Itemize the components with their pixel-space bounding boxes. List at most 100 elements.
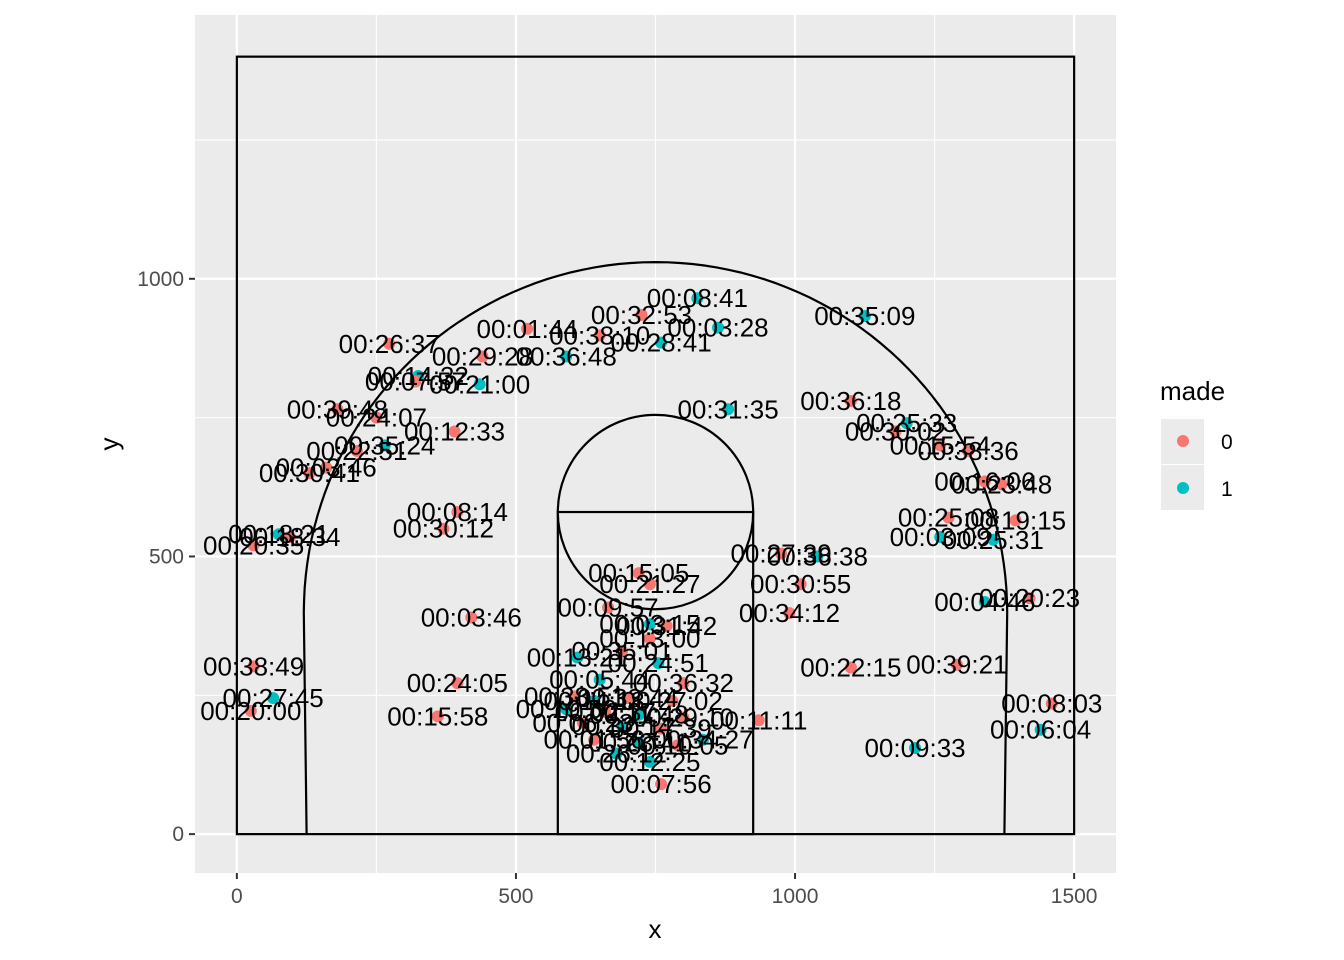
shot-point <box>576 717 589 730</box>
shot-label: 00:34:12 <box>739 598 840 628</box>
legend-label-0: 0 <box>1221 431 1233 454</box>
shot-label: 00:36:18 <box>800 386 901 416</box>
shot-label: 00:05:44 <box>549 665 650 695</box>
shot-label: 00:38:49 <box>203 651 304 681</box>
shot-point <box>283 531 296 544</box>
shot-point <box>588 733 601 746</box>
shot-label: 00:12:33 <box>404 417 505 447</box>
shot-label: 00:01:44 <box>477 314 578 344</box>
x-axis: 0 500 1000 1500 <box>231 873 1097 908</box>
x-tick-label: 500 <box>498 885 533 908</box>
shot-label: 00:09:33 <box>864 733 965 763</box>
shot-point <box>677 711 690 724</box>
shot-point <box>465 611 478 624</box>
shot-label: 00:29:10 <box>633 703 734 733</box>
shot-point <box>593 329 606 342</box>
shot-label: 00:14:18 <box>543 686 644 716</box>
shot-point <box>560 703 573 716</box>
shot-point <box>635 308 648 321</box>
shot-label: 00:30:02 <box>845 417 946 447</box>
shot-label: 00:02:37 <box>555 697 656 727</box>
shot-label: 00:23:48 <box>951 469 1052 499</box>
shot-point <box>602 601 615 614</box>
y-axis-title: y <box>94 438 124 451</box>
shot-label: 00:27:39 <box>730 539 831 569</box>
shot-point <box>962 444 975 457</box>
shot-label: 00:29:28 <box>432 342 533 372</box>
shot-label: 00:22:51 <box>306 436 407 466</box>
shot-point <box>677 677 690 690</box>
shot-label: 00:21:00 <box>429 369 530 399</box>
shot-point <box>476 350 489 363</box>
shot-point <box>752 714 765 727</box>
y-tick-label: 500 <box>149 545 184 568</box>
shot-point <box>643 755 656 768</box>
shot-point <box>712 321 725 334</box>
shot-point <box>696 733 709 746</box>
shot-point <box>1023 592 1036 605</box>
shot-point <box>844 661 857 674</box>
shot-point <box>978 595 991 608</box>
shot-label: 00:39:21 <box>906 650 1007 680</box>
shot-point <box>437 522 450 535</box>
shot-point <box>303 467 316 480</box>
shot-label: 00:38:36 <box>917 436 1018 466</box>
court-lines <box>235 55 1076 836</box>
shot-label: 00:26:37 <box>339 329 440 359</box>
shot-label: 00:24:51 <box>608 648 709 678</box>
shot-label: 00:27:02 <box>622 686 723 716</box>
x-axis-title: x <box>649 914 662 944</box>
shot-point <box>331 403 344 416</box>
shot-point <box>1045 697 1058 710</box>
shot-point <box>431 710 444 723</box>
shot-label: 00:09:57 <box>557 593 658 623</box>
shot-label: 00:13:00 <box>599 624 700 654</box>
shot-label: 00:18:34 <box>239 522 340 552</box>
shot-label: 00:23:41 <box>588 727 689 757</box>
shot-point <box>775 547 788 560</box>
shot-point <box>521 322 534 335</box>
shot-label: 00:08:03 <box>1001 689 1102 719</box>
shot-point <box>889 425 902 438</box>
y-tick-label: 1000 <box>137 268 184 291</box>
free-throw-lane <box>556 510 755 836</box>
shot-point <box>610 747 623 760</box>
shot-point <box>267 692 280 705</box>
shot-point <box>858 309 871 322</box>
shot-label: 00:11:48 <box>589 700 688 730</box>
x-tick-label: 1000 <box>772 885 819 908</box>
shot-point <box>691 292 704 305</box>
shot-point <box>599 705 612 718</box>
shot-label: 00:14:32 <box>368 361 469 391</box>
shot-label: 00:19:15 <box>965 505 1066 535</box>
shot-label: 00:28:41 <box>610 328 711 358</box>
x-tick-label: 1500 <box>1051 885 1098 908</box>
shot-point <box>616 719 629 732</box>
shot-label: 00:08:41 <box>647 283 748 313</box>
shot-label: 00:20:00 <box>200 696 301 726</box>
shot-point <box>643 578 656 591</box>
shot-label: 00:18:21 <box>228 519 329 549</box>
shot-label: 00:19:50 <box>516 694 617 724</box>
shot-point <box>643 618 656 631</box>
shot-point <box>378 439 391 452</box>
shot-point <box>632 708 645 721</box>
shot-point <box>616 644 629 657</box>
shot-label: 00:31:42 <box>616 611 717 641</box>
shot-point <box>934 531 947 544</box>
shot-label: 00:15:54 <box>890 430 991 460</box>
shot-label: 00:21:27 <box>599 569 700 599</box>
shot-point <box>621 692 634 705</box>
shot-label: 00:25:08 <box>898 503 999 533</box>
shot-point <box>655 778 668 791</box>
shot-point <box>909 742 922 755</box>
shot-label: 00:17:39 <box>610 714 711 744</box>
shot-label: 00:25:33 <box>856 408 957 438</box>
shot-label: 00:34:27 <box>652 725 753 755</box>
shot-point <box>451 677 464 690</box>
shot-label: 00:27:45 <box>223 683 324 713</box>
shot-label: 00:25:31 <box>943 525 1044 555</box>
shot-label: 00:03:46 <box>276 453 377 483</box>
shot-label: 00:03:28 <box>667 313 768 343</box>
